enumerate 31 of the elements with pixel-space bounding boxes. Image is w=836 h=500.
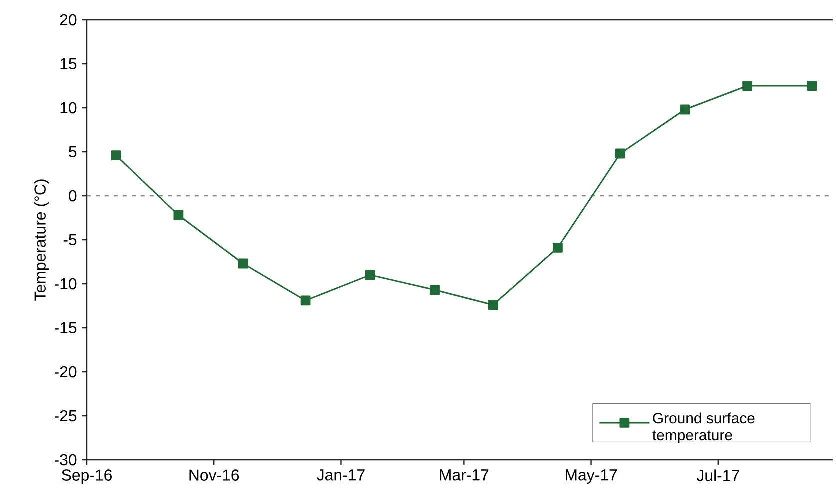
point: [111, 150, 122, 160]
x-tick-label: May-17: [566, 470, 618, 484]
y-tick-label: 20: [60, 14, 77, 26]
y-tick-label: -30: [54, 454, 77, 466]
y-tick-label: -15: [54, 322, 77, 334]
point: [742, 81, 753, 91]
x-tick-label: Sep-16: [62, 470, 112, 484]
point: [552, 242, 563, 253]
y-tick-label: -10: [54, 278, 77, 290]
point: [488, 300, 498, 310]
x-tick-label: Jan-17: [317, 470, 365, 481]
x-tick-label: Mar-17: [440, 470, 489, 481]
y-tick-label: 10: [60, 102, 77, 114]
y-tick-label: 5: [69, 146, 77, 158]
point: [680, 104, 690, 115]
y-tick-label: -20: [54, 366, 77, 378]
point: [238, 258, 248, 269]
y-tick-label: -25: [54, 410, 77, 422]
point: [616, 148, 626, 159]
y-tick-label: 0: [69, 190, 77, 202]
legend-label: Ground surface temperature: [652, 412, 755, 444]
y-tick-label: 15: [60, 58, 77, 70]
point: [174, 210, 184, 220]
point: [300, 296, 311, 306]
x-tick-label: Jul-17: [696, 470, 740, 482]
point: [807, 81, 818, 91]
point: [365, 270, 376, 280]
y-axis-title: Temperature (°C): [34, 180, 50, 301]
x-tick-label: Nov-16: [190, 470, 240, 481]
y-tick-label: -5: [64, 234, 77, 246]
point: [430, 285, 440, 296]
